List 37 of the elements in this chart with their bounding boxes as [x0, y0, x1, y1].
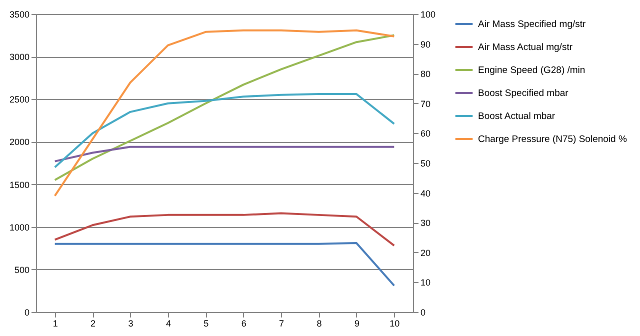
line-series [54, 212, 396, 247]
x-tick-label: 1 [52, 318, 58, 328]
y2-tick-label: 100 [420, 10, 436, 20]
y2-tick-label: 20 [420, 248, 431, 258]
y-tick-label: 1000 [9, 222, 30, 232]
line-series [54, 93, 396, 168]
y-tick-label: 3000 [9, 52, 30, 62]
x-tick-label: 8 [316, 318, 322, 328]
x-tick-label: 2 [90, 318, 96, 328]
x-tick-label: 6 [241, 318, 246, 328]
y-tick-label: 0 [24, 308, 30, 318]
y2-tick-label: 70 [420, 98, 431, 109]
legend-label: Boost Specified mbar [478, 88, 568, 99]
legend-label: Air Mass Specified mg/str [478, 19, 586, 30]
x-tick-label: 4 [166, 318, 171, 328]
x-tick-label: 3 [128, 318, 134, 328]
y-tick-label: 2500 [9, 94, 30, 105]
x-tick-label: 10 [390, 318, 400, 328]
y2-tick-label: 50 [420, 158, 431, 168]
y2-tick-label: 30 [420, 218, 431, 228]
y-tick-label: 500 [14, 264, 30, 275]
legend-label: Engine Speed (G28) /min [478, 65, 586, 76]
y2-tick-label: 0 [420, 308, 426, 318]
x-tick-label: 7 [279, 318, 284, 328]
legend-label: Charge Pressure (N75) Solenoid % [478, 134, 628, 145]
y2-tick-label: 80 [420, 69, 431, 80]
y2-tick-label: 90 [420, 39, 431, 50]
y2-tick-label: 10 [420, 278, 431, 288]
y-tick-label: 1500 [9, 180, 30, 190]
legend-label: Boost Actual mbar [478, 111, 556, 122]
legend-label: Air Mass Actual mg/str [478, 42, 572, 53]
y-tick-label: 2000 [9, 137, 30, 148]
y2-tick-label: 60 [420, 128, 431, 139]
y2-tick-label: 40 [420, 188, 431, 198]
x-tick-label: 9 [354, 318, 360, 328]
x-tick-label: 5 [204, 318, 209, 328]
y-tick-label: 3500 [9, 10, 30, 20]
